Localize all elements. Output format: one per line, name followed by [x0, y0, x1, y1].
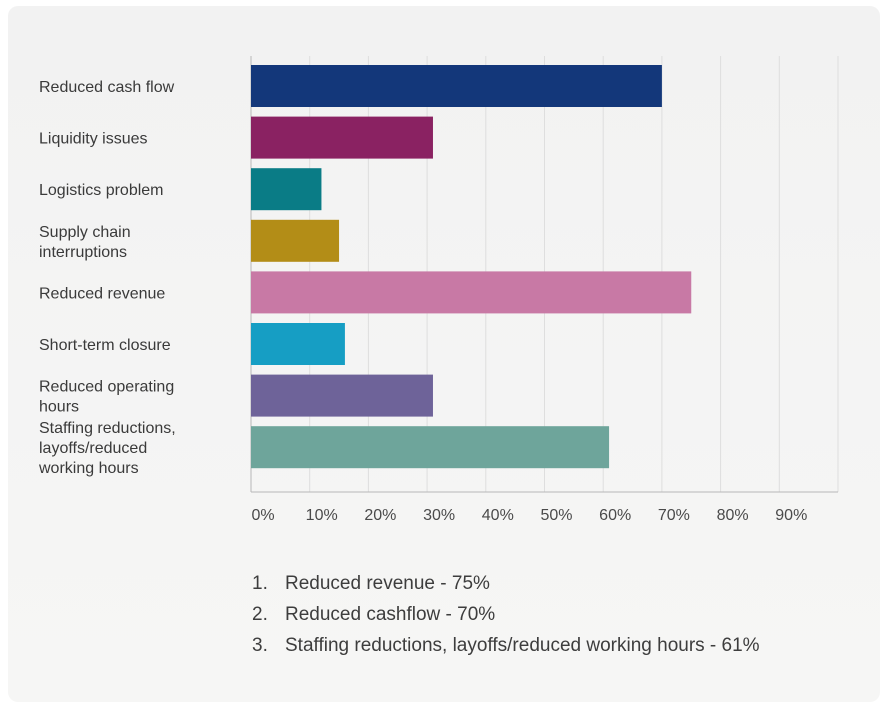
list-text: Staffing reductions, layoffs/reduced wor…: [285, 635, 760, 656]
x-tick-labels: 0% 10% 20% 30% 40% 50% 60% 70% 80% 90%: [251, 507, 807, 524]
category-label-line: Liquidity issues: [39, 131, 148, 148]
x-tick-label: 0%: [251, 507, 274, 524]
x-tick-label: 50%: [540, 507, 572, 524]
category-label-line: interruptions: [39, 244, 127, 261]
category-label-line: Reduced cash flow: [39, 79, 175, 96]
category-label: Reduced cash flow: [39, 79, 175, 96]
bar: [251, 426, 610, 469]
bar: [251, 323, 345, 365]
list-text: Reduced revenue - 75%: [285, 573, 490, 594]
category-label: Liquidity issues: [39, 131, 148, 148]
x-tick-label: 90%: [775, 507, 807, 524]
bar: [251, 271, 692, 314]
category-label-line: Supply chain: [39, 224, 131, 241]
bar: [251, 374, 433, 417]
category-label-line: Reduced revenue: [39, 285, 165, 302]
category-labels: Reduced cash flow Liquidity issues Logisti…: [38, 79, 176, 477]
bar: [251, 65, 662, 107]
category-label: Reduced revenue: [39, 285, 165, 302]
x-tick-label: 10%: [306, 507, 338, 524]
list-text: Reduced cashflow - 70%: [285, 604, 496, 625]
bar-chart: Reduced cash flow Liquidity issues Logisti…: [38, 56, 839, 524]
list-item: 2. Reduced cashflow - 70%: [252, 599, 760, 630]
x-tick-label: 30%: [423, 507, 455, 524]
list-number: 3.: [252, 635, 268, 656]
category-label-line: Reduced operating: [39, 379, 174, 396]
list-number: 2.: [252, 604, 268, 625]
bar: [251, 219, 340, 262]
top-three-list: 1. Reduced revenue - 75% 2. Reduced cash…: [252, 568, 760, 661]
category-label-line: Staffing reductions,: [39, 420, 176, 437]
bar: [251, 116, 433, 159]
category-label-line: Logistics problem: [39, 182, 164, 199]
category-label: Short-term closure: [39, 337, 171, 354]
bars: [251, 65, 692, 469]
x-tick-label: 70%: [658, 507, 690, 524]
category-label-line: Short-term closure: [39, 337, 171, 354]
list-number: 1.: [252, 573, 268, 594]
chart-card: [8, 6, 880, 702]
category-label-line: hours: [39, 399, 79, 416]
category-label-line: layoffs/reduced: [39, 440, 147, 457]
x-tick-label: 20%: [364, 507, 396, 524]
category-label: Supply chain interruptions: [39, 224, 131, 261]
category-label-line: working hours: [38, 460, 139, 477]
x-tick-label: 40%: [482, 507, 514, 524]
list-item: 3. Staffing reductions, layoffs/reduced …: [252, 630, 760, 661]
category-label: Reduced operating hours: [39, 379, 174, 416]
bar: [251, 168, 322, 211]
x-tick-label: 60%: [599, 507, 631, 524]
category-label: Logistics problem: [39, 182, 164, 199]
list-item: 1. Reduced revenue - 75%: [252, 568, 760, 599]
x-tick-label: 80%: [717, 507, 749, 524]
category-label: Staffing reductions, layoffs/reduced worki…: [38, 420, 176, 477]
